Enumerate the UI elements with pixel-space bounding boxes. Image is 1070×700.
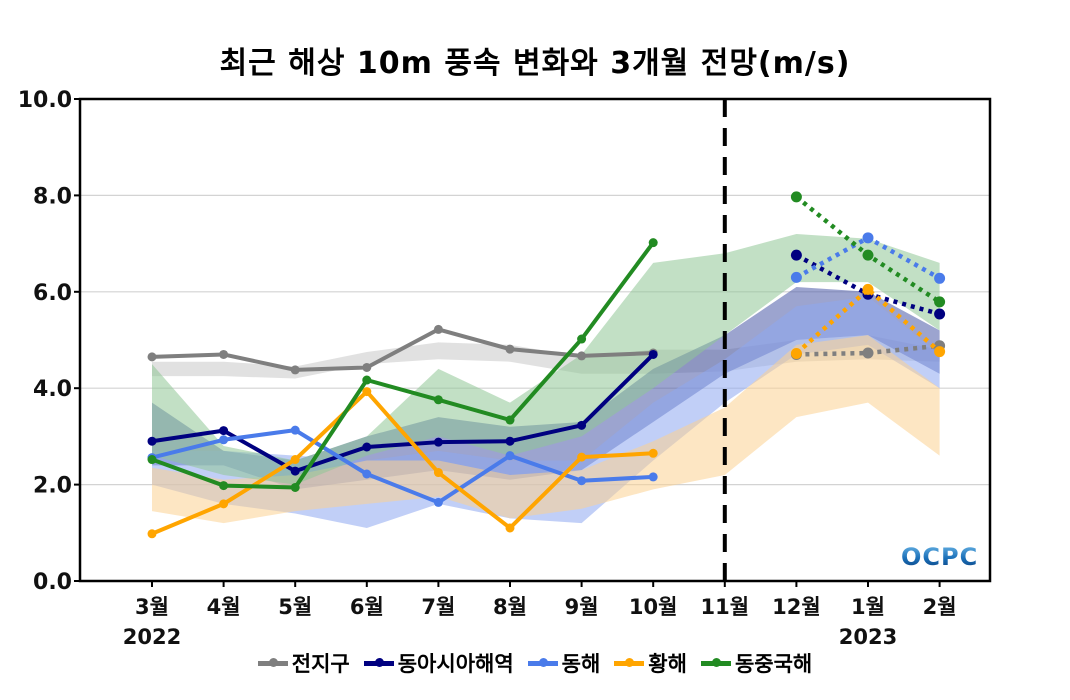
y-tick-label: 0.0 bbox=[33, 570, 72, 595]
x-tick-label: 5월 bbox=[278, 595, 312, 619]
x-tick-label: 12월 bbox=[772, 595, 821, 619]
data-point bbox=[219, 426, 229, 436]
legend: 전지구 동아시아해역 동해 황해 동중국해 bbox=[0, 648, 1070, 678]
data-point bbox=[577, 452, 587, 462]
range-band bbox=[152, 286, 940, 490]
forecast-point bbox=[934, 346, 946, 358]
forecast-point bbox=[862, 232, 874, 244]
data-point bbox=[147, 455, 157, 465]
data-point bbox=[577, 420, 587, 430]
legend-label: 동중국해 bbox=[734, 652, 813, 676]
x-tick-label: 3월 bbox=[135, 595, 169, 619]
plot-frame bbox=[78, 97, 992, 583]
y-tick-label: 4.0 bbox=[33, 377, 72, 402]
legend-marker-icon bbox=[257, 658, 288, 667]
forecast-point bbox=[934, 296, 946, 308]
forecast-line bbox=[796, 343, 940, 357]
data-point bbox=[505, 415, 515, 425]
y-tick-label: 10.0 bbox=[18, 88, 72, 113]
legend-item: 동중국해 bbox=[700, 648, 813, 678]
legend-marker-icon bbox=[700, 658, 731, 667]
legend-label: 전지구 bbox=[291, 652, 350, 676]
data-point bbox=[433, 395, 443, 405]
forecast-point bbox=[862, 249, 874, 261]
legend-marker-icon bbox=[527, 658, 558, 667]
data-point bbox=[505, 451, 515, 461]
forecast-point bbox=[790, 347, 802, 359]
y-tick-label: 2.0 bbox=[33, 474, 72, 499]
data-point bbox=[219, 349, 229, 359]
data-point bbox=[147, 529, 157, 539]
legend-marker-icon bbox=[363, 658, 394, 667]
x-tick-label: 10월 bbox=[629, 595, 678, 619]
x-tick-label: 9월 bbox=[565, 595, 599, 619]
x-tick-label: 8월 bbox=[493, 595, 527, 619]
forecast-point bbox=[790, 271, 802, 283]
forecast-point bbox=[934, 272, 946, 284]
data-point bbox=[577, 476, 587, 486]
data-point bbox=[362, 469, 372, 479]
data-point bbox=[505, 523, 515, 533]
data-point bbox=[362, 362, 372, 372]
data-point bbox=[577, 334, 587, 344]
observed-line bbox=[151, 389, 654, 536]
x-tick-label: 11월 bbox=[701, 595, 750, 619]
data-point bbox=[219, 481, 229, 491]
data-point bbox=[290, 425, 300, 435]
year-label: 2022 bbox=[123, 625, 181, 649]
range-band bbox=[152, 335, 940, 524]
data-point bbox=[505, 436, 515, 446]
legend-item: 동아시아해역 bbox=[363, 648, 514, 678]
legend-item: 동해 bbox=[527, 648, 601, 678]
data-point bbox=[648, 238, 658, 248]
x-tick-label: 4월 bbox=[207, 595, 241, 619]
data-point bbox=[433, 468, 443, 478]
data-point bbox=[362, 387, 372, 397]
observed-line bbox=[151, 428, 654, 505]
ocpc-logo: OCPC bbox=[901, 543, 979, 571]
forecast-point bbox=[862, 283, 874, 295]
x-tick-label: 2월 bbox=[923, 595, 957, 619]
x-tick-label: 7월 bbox=[421, 595, 455, 619]
forecast-point bbox=[934, 308, 946, 320]
range-band bbox=[152, 233, 940, 485]
data-point bbox=[219, 435, 229, 445]
data-point bbox=[648, 349, 658, 359]
data-point bbox=[577, 351, 587, 361]
data-point bbox=[433, 437, 443, 447]
data-point bbox=[290, 455, 300, 465]
observed-line bbox=[151, 241, 655, 490]
y-tick-label: 8.0 bbox=[33, 184, 72, 209]
data-point bbox=[433, 497, 443, 507]
data-point bbox=[290, 466, 300, 476]
chart-title: 최근 해상 10m 풍속 변화와 3개월 전망(m/s) bbox=[219, 46, 851, 81]
data-point bbox=[362, 442, 372, 452]
x-tick-label: 1월 bbox=[851, 595, 885, 619]
data-point bbox=[290, 365, 300, 375]
legend-label: 황해 bbox=[648, 652, 687, 676]
data-point bbox=[219, 499, 229, 509]
year-label: 2023 bbox=[839, 625, 897, 649]
axis-layer: 0.0 2.0 4.0 6.0 8.0 10.0 3월 4월 5월 6월 7월 8월 9월 10월 11월 1… bbox=[18, 88, 992, 649]
data-point bbox=[362, 375, 372, 385]
x-tick-label: 6월 bbox=[350, 595, 384, 619]
forecast-point bbox=[790, 191, 802, 203]
legend-item: 전지구 bbox=[257, 648, 350, 678]
legend-label: 동아시아해역 bbox=[397, 652, 514, 676]
data-point bbox=[505, 344, 515, 354]
data-point bbox=[147, 352, 157, 362]
data-point bbox=[648, 472, 658, 482]
data-point bbox=[147, 436, 157, 446]
forecast-point bbox=[790, 249, 802, 261]
data-point bbox=[290, 482, 300, 492]
forecast-point bbox=[862, 347, 874, 359]
line-layer bbox=[147, 191, 946, 539]
data-point bbox=[433, 324, 443, 334]
data-point bbox=[648, 448, 658, 458]
legend-label: 동해 bbox=[561, 652, 601, 676]
legend-item: 황해 bbox=[614, 648, 687, 678]
legend-marker-icon bbox=[614, 658, 645, 667]
y-tick-label: 6.0 bbox=[33, 281, 72, 306]
